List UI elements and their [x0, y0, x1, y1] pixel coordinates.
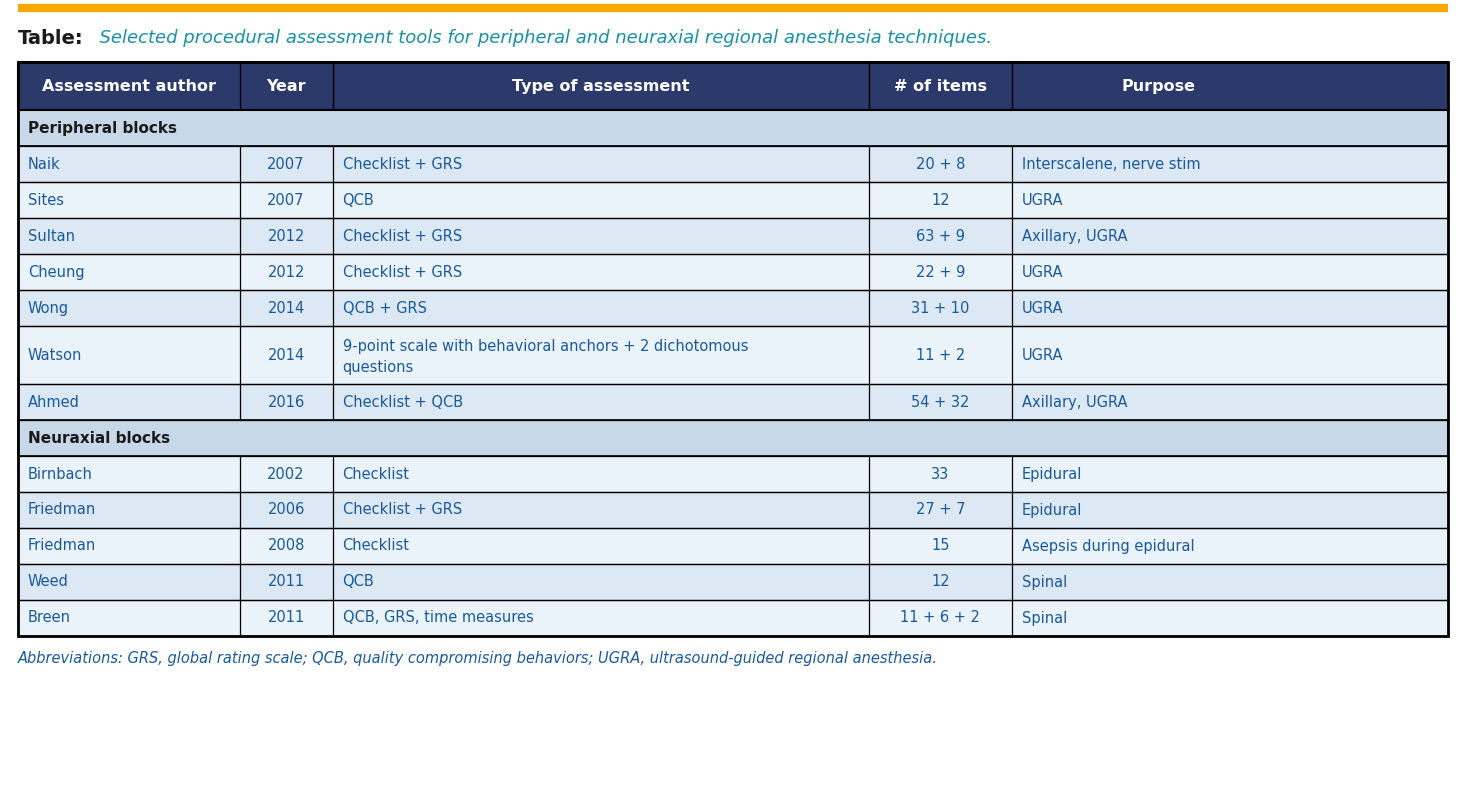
Bar	[18, 600, 1448, 636]
Text: QCB: QCB	[343, 193, 374, 207]
Text: Checklist: Checklist	[343, 466, 409, 481]
Text: Interscalene, nerve stim: Interscalene, nerve stim	[1022, 156, 1201, 171]
Text: UGRA: UGRA	[1022, 265, 1063, 280]
Text: Weed: Weed	[28, 575, 69, 590]
Text: Peripheral blocks: Peripheral blocks	[28, 120, 177, 135]
Bar	[18, 528, 1448, 564]
Text: 15: 15	[931, 539, 950, 553]
Text: 33: 33	[931, 466, 950, 481]
Text: Checklist + GRS: Checklist + GRS	[343, 229, 462, 244]
Text: 54 + 32: 54 + 32	[912, 395, 969, 410]
Text: Table:: Table:	[18, 29, 84, 48]
Text: 2007: 2007	[267, 193, 305, 207]
Bar	[18, 564, 1448, 600]
Bar	[18, 182, 1448, 218]
Text: 11 + 2: 11 + 2	[916, 347, 965, 363]
Text: 2014: 2014	[267, 347, 305, 363]
Text: 2016: 2016	[267, 395, 305, 410]
Text: UGRA: UGRA	[1022, 300, 1063, 316]
Bar	[18, 146, 1448, 182]
Text: 11 + 6 + 2: 11 + 6 + 2	[900, 611, 981, 626]
Text: Epidural: Epidural	[1022, 466, 1082, 481]
Text: Abbreviations: GRS, global rating scale; QCB, quality compromising behaviors; UG: Abbreviations: GRS, global rating scale;…	[18, 650, 938, 665]
Text: 2011: 2011	[267, 575, 305, 590]
Text: 31 + 10: 31 + 10	[912, 300, 969, 316]
Text: Type of assessment: Type of assessment	[512, 78, 689, 93]
Bar	[18, 62, 1448, 110]
Text: QCB, GRS, time measures: QCB, GRS, time measures	[343, 611, 534, 626]
Text: UGRA: UGRA	[1022, 193, 1063, 207]
Text: 2006: 2006	[267, 502, 305, 517]
Text: Friedman: Friedman	[28, 502, 97, 517]
Text: Checklist: Checklist	[343, 539, 409, 553]
Text: UGRA: UGRA	[1022, 347, 1063, 363]
Text: 63 + 9: 63 + 9	[916, 229, 965, 244]
Text: Spinal: Spinal	[1022, 611, 1067, 626]
Text: Axillary, UGRA: Axillary, UGRA	[1022, 395, 1127, 410]
Text: 27 + 7: 27 + 7	[916, 502, 965, 517]
Text: Naik: Naik	[28, 156, 60, 171]
Text: Sultan: Sultan	[28, 229, 75, 244]
Text: Purpose: Purpose	[1121, 78, 1195, 93]
Text: Year: Year	[267, 78, 306, 93]
Text: 2002: 2002	[267, 466, 305, 481]
Text: Spinal: Spinal	[1022, 575, 1067, 590]
Bar	[18, 384, 1448, 420]
Bar	[18, 218, 1448, 254]
Text: Checklist + GRS: Checklist + GRS	[343, 156, 462, 171]
Text: Watson: Watson	[28, 347, 82, 363]
Bar	[18, 290, 1448, 326]
Bar	[18, 62, 1448, 636]
Text: Epidural: Epidural	[1022, 502, 1082, 517]
Text: QCB + GRS: QCB + GRS	[343, 300, 427, 316]
Bar	[18, 456, 1448, 492]
Text: 2012: 2012	[267, 229, 305, 244]
Bar	[18, 110, 1448, 146]
Text: Birnbach: Birnbach	[28, 466, 92, 481]
Text: Asepsis during epidural: Asepsis during epidural	[1022, 539, 1195, 553]
Text: Sites: Sites	[28, 193, 65, 207]
Text: QCB: QCB	[343, 575, 374, 590]
Bar	[18, 326, 1448, 384]
Text: 22 + 9: 22 + 9	[916, 265, 965, 280]
Text: 2011: 2011	[267, 611, 305, 626]
Text: questions: questions	[343, 360, 413, 375]
Text: 9-point scale with behavioral anchors + 2 dichotomous: 9-point scale with behavioral anchors + …	[343, 339, 748, 354]
Text: Selected procedural assessment tools for peripheral and neuraxial regional anest: Selected procedural assessment tools for…	[88, 29, 992, 47]
Text: Checklist + GRS: Checklist + GRS	[343, 265, 462, 280]
Text: 12: 12	[931, 193, 950, 207]
Text: # of items: # of items	[894, 78, 987, 93]
Text: 20 + 8: 20 + 8	[916, 156, 965, 171]
Text: Friedman: Friedman	[28, 539, 97, 553]
Text: Wong: Wong	[28, 300, 69, 316]
Text: Assessment author: Assessment author	[43, 78, 216, 93]
Text: 2008: 2008	[267, 539, 305, 553]
Bar	[18, 492, 1448, 528]
Text: Checklist + GRS: Checklist + GRS	[343, 502, 462, 517]
Text: Axillary, UGRA: Axillary, UGRA	[1022, 229, 1127, 244]
Bar	[18, 254, 1448, 290]
Text: Cheung: Cheung	[28, 265, 85, 280]
Text: 2014: 2014	[267, 300, 305, 316]
Text: Breen: Breen	[28, 611, 70, 626]
Text: 2007: 2007	[267, 156, 305, 171]
Bar	[18, 420, 1448, 456]
Text: 2012: 2012	[267, 265, 305, 280]
Text: Checklist + QCB: Checklist + QCB	[343, 395, 463, 410]
Text: 12: 12	[931, 575, 950, 590]
Text: Ahmed: Ahmed	[28, 395, 79, 410]
Text: Neuraxial blocks: Neuraxial blocks	[28, 430, 170, 446]
